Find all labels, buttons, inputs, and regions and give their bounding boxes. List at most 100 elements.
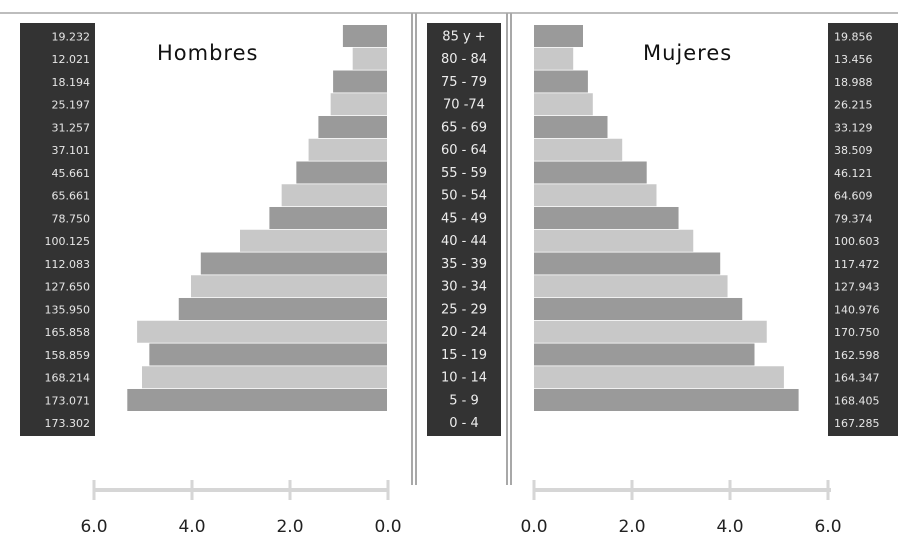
mujeres-bar [534,116,608,138]
age-group-label: 60 - 64 [441,143,487,158]
hombres-bar [137,320,387,343]
mujeres-value-label: 117.472 [834,258,880,271]
mujeres-bar [534,343,755,366]
age-group-label: 65 - 69 [441,120,487,135]
mujeres-value-label: 79.374 [834,212,873,225]
hombres-bar [352,47,387,70]
mujeres-value-label: 19.856 [834,30,873,43]
age-group-label: 40 - 44 [441,234,487,249]
hombres-value-label: 165.858 [45,326,91,339]
mujeres-value-label: 18.988 [834,76,873,89]
age-group-label: 10 - 14 [441,371,487,386]
mujeres-value-label: 170.750 [834,326,880,339]
age-group-label: 5 - 9 [449,393,479,408]
panel-title-mujeres: Mujeres [643,41,732,65]
mujeres-value-label: 13.456 [834,53,873,66]
hombres-value-label: 37.101 [52,144,91,157]
hombres-bar [149,343,387,366]
mujeres-bar [534,229,694,252]
x-tick-label: 2.0 [618,517,645,537]
mujeres-value-label: 167.285 [834,417,880,430]
mujeres-value-column [828,23,898,436]
hombres-bar [142,366,387,389]
mujeres-value-label: 64.609 [834,190,873,203]
mujeres-bars [534,25,799,411]
mujeres-value-labels: 19.856 13.456 18.988 26.215 33.129 38.509 46.1… [834,30,880,430]
mujeres-bar [534,207,679,229]
mujeres-value-label: 162.598 [834,349,880,362]
hombres-value-label: 65.661 [52,190,91,203]
hombres-bar [330,93,387,116]
hombres-value-label: 112.083 [45,258,91,271]
mujeres-value-label: 168.405 [834,394,880,407]
mujeres-value-label: 140.976 [834,303,880,316]
hombres-value-label: 25.197 [52,99,91,112]
hombres-bar [308,138,387,161]
hombres-value-column [20,23,95,436]
age-group-label: 85 y + [442,29,485,44]
mujeres-bar [534,47,574,70]
hombres-value-label: 100.125 [45,235,91,248]
age-group-label: 30 - 34 [441,280,487,295]
hombres-value-labels: 19.232 12.021 18.194 25.197 31.257 37.101 45.6… [45,30,91,430]
mujeres-value-label: 127.943 [834,281,880,294]
mujeres-bar [534,389,799,411]
hombres-bar [269,207,387,229]
hombres-value-label: 173.302 [45,417,91,430]
hombres-bar [342,25,387,47]
hombres-bars [127,25,388,411]
hombres-value-label: 135.950 [45,303,91,316]
age-group-label: 80 - 84 [441,52,487,67]
x-tick-label: 0.0 [520,517,547,537]
age-group-label: 55 - 59 [441,166,487,181]
hombres-value-label: 168.214 [45,372,91,385]
hombres-value-label: 31.257 [52,121,91,134]
hombres-bar [200,252,387,275]
hombres-value-label: 12.021 [52,53,91,66]
x-tick-label: 6.0 [814,517,841,537]
mujeres-bar [534,366,784,389]
x-tick-label: 4.0 [178,517,205,537]
mujeres-value-label: 38.509 [834,144,873,157]
age-group-label: 20 - 24 [441,325,487,340]
mujeres-bar [534,161,647,184]
x-tick-label: 0.0 [374,517,401,537]
mujeres-bar [534,298,743,320]
age-group-label: 0 - 4 [449,416,479,431]
hombres-value-label: 45.661 [52,167,91,180]
mujeres-value-label: 46.121 [834,167,873,180]
age-group-label: 15 - 19 [441,348,487,363]
age-group-label: 50 - 54 [441,189,487,204]
mujeres-bar [534,184,657,207]
age-group-labels: 85 y + 80 - 84 75 - 79 70 -74 65 - 69 60 - 64… [441,29,487,431]
hombres-bar [240,229,387,252]
mujeres-value-label: 164.347 [834,372,880,385]
age-group-label: 75 - 79 [441,75,487,90]
hombres-bar [178,298,387,320]
mujeres-bar [534,320,767,343]
mujeres-bar [534,93,593,116]
hombres-bar [191,275,387,298]
mujeres-bar [534,252,721,275]
x-tick-label: 2.0 [276,517,303,537]
hombres-value-label: 19.232 [52,30,91,43]
hombres-value-label: 78.750 [52,212,91,225]
hombres-bar [127,389,388,411]
mujeres-bar [534,70,588,93]
age-group-label: 25 - 29 [441,302,487,317]
hombres-value-label: 127.650 [45,281,91,294]
hombres-bar [281,184,387,207]
age-group-column [427,23,501,436]
x-tick-label: 6.0 [80,517,107,537]
center-dividers [411,13,512,485]
hombres-bar [318,116,387,138]
mujeres-bar [534,138,623,161]
age-group-label: 70 -74 [443,98,485,113]
hombres-value-label: 173.071 [45,394,91,407]
hombres-bar [333,70,387,93]
mujeres-value-label: 26.215 [834,99,873,112]
hombres-value-label: 18.194 [52,76,91,89]
age-group-label: 35 - 39 [441,257,487,272]
mujeres-bar [534,25,583,47]
